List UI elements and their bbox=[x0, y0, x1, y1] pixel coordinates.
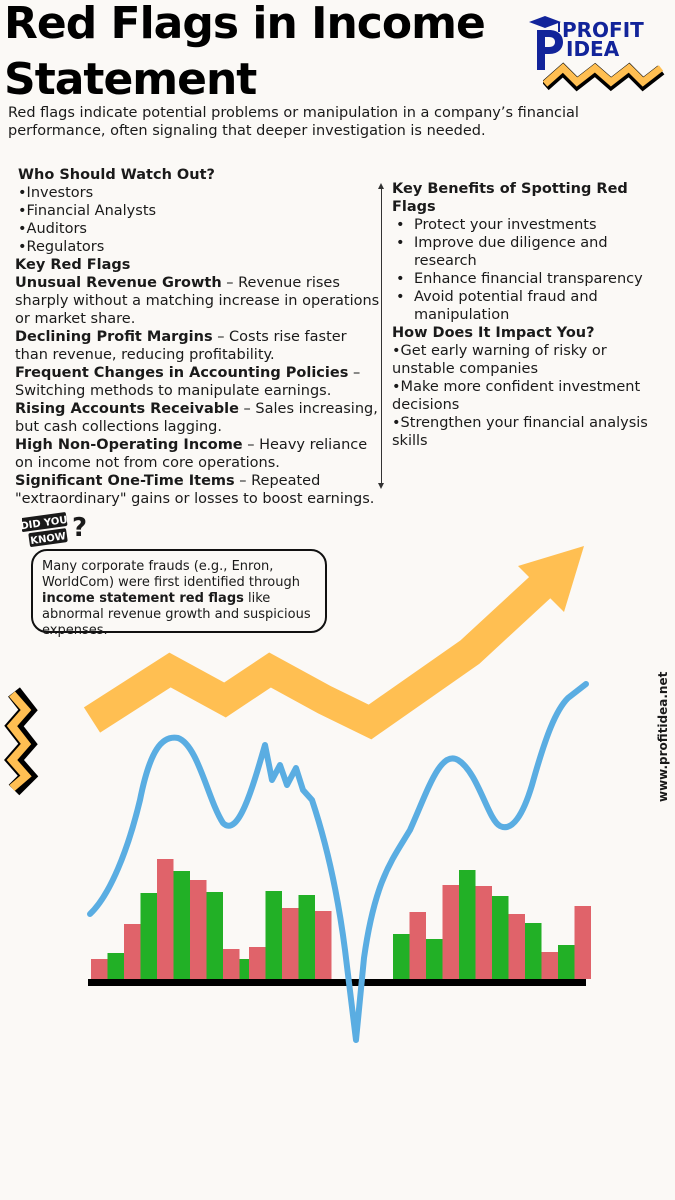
red-flag-item: Unusual Revenue Growth – Revenue rises s… bbox=[15, 274, 381, 328]
impact-heading: How Does It Impact You? bbox=[392, 325, 595, 341]
decorative-bar bbox=[525, 923, 542, 979]
decorative-bar bbox=[426, 939, 443, 979]
decorative-bar bbox=[442, 885, 459, 979]
left-zigzag-icon bbox=[4, 687, 39, 796]
decorative-bar bbox=[475, 886, 492, 979]
did-you-know-callout: Many corporate frauds (e.g., Enron, Worl… bbox=[31, 549, 327, 638]
impact-item: •Get early warning of risky or unstable … bbox=[392, 343, 607, 377]
intro-text: Red flags indicate potential problems or… bbox=[8, 105, 579, 139]
title-line-2: Statement bbox=[4, 54, 257, 105]
decorative-bar bbox=[541, 952, 558, 979]
decorative-bar bbox=[315, 911, 332, 979]
decorative-bar bbox=[298, 895, 315, 979]
red-flag-item: High Non-Operating Income – Heavy relian… bbox=[15, 436, 381, 472]
logo-zigzag-icon bbox=[543, 62, 665, 92]
red-flag-desc: – Sales increasing, but cash collections… bbox=[15, 401, 378, 435]
decorative-bar bbox=[282, 908, 299, 979]
benefit-item: Protect your investments bbox=[392, 216, 664, 234]
red-flag-item: Declining Profit Margins – Costs rise fa… bbox=[15, 328, 381, 364]
benefit-item: Enhance financial transparency bbox=[392, 270, 664, 288]
decorative-bar bbox=[393, 934, 410, 979]
wave-line bbox=[87, 681, 589, 1043]
callout-bold-text: income statement red flags bbox=[42, 591, 244, 606]
red-flag-term: Frequent Changes in Accounting Policies bbox=[15, 365, 349, 381]
red-flag-term: Unusual Revenue Growth bbox=[15, 275, 222, 291]
decorative-bar bbox=[459, 870, 476, 979]
red-flag-term: High Non-Operating Income bbox=[15, 437, 243, 453]
red-flag-desc: – Costs rise faster than revenue, reduci… bbox=[15, 329, 347, 363]
decorative-bar bbox=[206, 892, 223, 979]
red-flag-desc: – Heavy reliance on income not from core… bbox=[15, 437, 368, 471]
benefit-item: Improve due diligence and research bbox=[392, 234, 664, 270]
decorative-bar bbox=[124, 924, 141, 979]
question-mark-icon: ? bbox=[72, 513, 87, 543]
did-you-know-badge: DID YOU KNOW ? bbox=[22, 512, 87, 547]
red-flag-item: Significant One-Time Items – Repeated "e… bbox=[15, 472, 381, 508]
who-item: •Auditors bbox=[18, 221, 87, 237]
decorative-bar bbox=[574, 906, 591, 979]
red-flag-term: Rising Accounts Receivable bbox=[15, 401, 239, 417]
decorative-bar bbox=[508, 914, 525, 979]
impact-item: •Make more confident investment decision… bbox=[392, 379, 641, 413]
who-list: •Investors •Financial Analysts •Auditors… bbox=[15, 184, 381, 256]
decorative-bar bbox=[173, 871, 190, 979]
left-column: Who Should Watch Out? •Investors •Financ… bbox=[15, 166, 381, 508]
red-flag-desc: – Revenue rises sharply without a matchi… bbox=[15, 275, 380, 327]
decorative-bar bbox=[107, 953, 124, 979]
red-flag-desc: – Repeated "extraordinary" gains or loss… bbox=[15, 473, 375, 507]
decorative-bar bbox=[140, 893, 157, 979]
trend-arrow-icon bbox=[83, 546, 584, 740]
who-item: •Financial Analysts bbox=[18, 203, 157, 219]
decorative-bar bbox=[409, 912, 426, 979]
who-item: •Regulators bbox=[18, 239, 105, 255]
impact-item: •Strengthen your financial analysis skil… bbox=[392, 415, 648, 449]
callout-text-end: like abnormal revenue growth and suspici… bbox=[42, 591, 311, 638]
growth-illustration bbox=[4, 546, 591, 1043]
decorative-bar bbox=[157, 859, 174, 979]
logo-mark-icon bbox=[529, 16, 563, 70]
red-flag-item: Rising Accounts Receivable – Sales incre… bbox=[15, 400, 381, 436]
brand-name-line-2: IDEA bbox=[566, 37, 620, 61]
website-url: www.profitidea.net bbox=[656, 671, 670, 802]
decorative-bar bbox=[492, 896, 509, 979]
decorative-bar bbox=[265, 891, 282, 979]
right-column: Key Benefits of Spotting Red Flags Prote… bbox=[392, 180, 664, 450]
decorative-bar bbox=[249, 947, 266, 979]
title-line-1: Red Flags in Income bbox=[4, 0, 486, 49]
benefits-heading: Key Benefits of Spotting Red Flags bbox=[392, 181, 628, 215]
callout-text: Many corporate frauds (e.g., Enron, Worl… bbox=[42, 559, 300, 590]
page-title: Red Flags in Income Statement bbox=[4, 0, 486, 108]
key-red-flags-heading: Key Red Flags bbox=[15, 257, 131, 273]
benefit-item: Avoid potential fraud and manipulation bbox=[392, 288, 664, 324]
red-flag-term: Declining Profit Margins bbox=[15, 329, 213, 345]
badge-line-2: KNOW bbox=[30, 531, 67, 547]
brand-logo: PROFIT IDEA bbox=[525, 10, 665, 92]
who-heading: Who Should Watch Out? bbox=[18, 167, 215, 183]
column-divider bbox=[378, 183, 384, 489]
red-flag-item: Frequent Changes in Accounting Policies … bbox=[15, 364, 381, 400]
decorative-bar bbox=[91, 959, 108, 979]
bar-group bbox=[91, 859, 591, 979]
chart-baseline bbox=[88, 979, 586, 986]
decorative-bar bbox=[223, 949, 240, 979]
who-item: •Investors bbox=[18, 185, 94, 201]
red-flag-term: Significant One-Time Items bbox=[15, 473, 235, 489]
red-flag-desc: – Switching methods to manipulate earnin… bbox=[15, 365, 361, 399]
benefits-list: Protect your investments Improve due dil… bbox=[392, 216, 664, 324]
brand-name-line-1: PROFIT bbox=[562, 18, 644, 42]
decorative-bar bbox=[558, 945, 575, 979]
decorative-bar bbox=[190, 880, 207, 979]
